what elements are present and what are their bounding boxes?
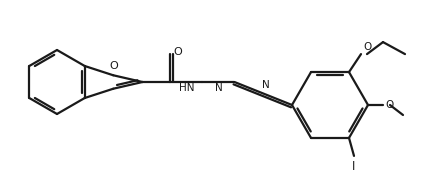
Text: I: I (352, 160, 356, 173)
Text: N: N (262, 80, 270, 90)
Text: HN: HN (179, 83, 194, 93)
Text: N: N (215, 83, 222, 93)
Text: O: O (385, 100, 393, 110)
Text: O: O (363, 42, 371, 52)
Text: O: O (110, 61, 119, 71)
Text: O: O (173, 47, 182, 57)
